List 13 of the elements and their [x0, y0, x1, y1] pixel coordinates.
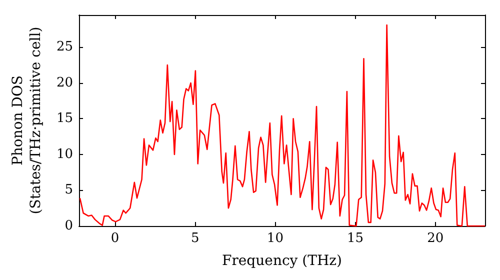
x-axis-title: Frequency (THz)	[222, 253, 342, 269]
x-tick-label: 15	[347, 231, 364, 246]
y-tick-label: 10	[56, 146, 73, 162]
y-tick-label: 20	[56, 75, 73, 90]
y-axis-title: Phonon DOS (States/THz·primitive cell)	[10, 26, 44, 214]
y-tick-label: 25	[56, 40, 73, 55]
y-tick-label: 0	[64, 218, 73, 234]
x-tick-label: 5	[190, 231, 200, 246]
x-tick-label: 0	[110, 231, 120, 246]
x-tick-label: 10	[266, 231, 284, 246]
y-tick-label: 5	[64, 182, 73, 198]
y-tick-label: 15	[56, 111, 73, 126]
x-tick-label: 20	[427, 231, 444, 246]
